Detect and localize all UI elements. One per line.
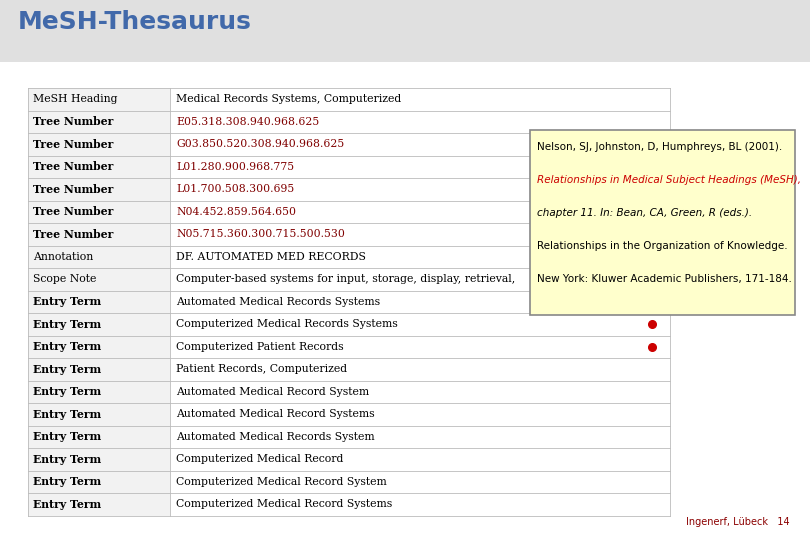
Bar [28, 246, 170, 268]
Text: MeSH-Thesaurus: MeSH-Thesaurus [18, 10, 252, 34]
Text: N05.715.360.300.715.500.530: N05.715.360.300.715.500.530 [176, 230, 345, 239]
Text: Computerized Medical Record System: Computerized Medical Record System [176, 477, 386, 487]
Bar [28, 291, 170, 313]
Text: Entry Term: Entry Term [33, 454, 101, 465]
Text: Patient Records, Computerized: Patient Records, Computerized [176, 364, 347, 374]
Text: Tree Number: Tree Number [33, 184, 113, 195]
Text: Tree Number: Tree Number [33, 229, 113, 240]
Bar [28, 470, 170, 493]
Text: Entry Term: Entry Term [33, 409, 101, 420]
Text: Annotation: Annotation [33, 252, 93, 262]
Bar [28, 493, 170, 516]
Text: G03.850.520.308.940.968.625: G03.850.520.308.940.968.625 [176, 139, 344, 149]
Bar [28, 358, 170, 381]
Text: Ingenerf, Lübeck   14: Ingenerf, Lübeck 14 [686, 517, 790, 527]
Bar [28, 88, 170, 111]
Text: Automated Medical Records System: Automated Medical Records System [176, 432, 374, 442]
FancyBboxPatch shape [530, 130, 795, 315]
Text: Tree Number: Tree Number [33, 116, 113, 127]
Text: Scope Note: Scope Note [33, 274, 96, 284]
Text: L01.700.508.300.695: L01.700.508.300.695 [176, 184, 294, 194]
Text: MeSH Heading: MeSH Heading [33, 94, 117, 104]
Text: chapter 11. In: Bean, CA, Green, R (eds.).: chapter 11. In: Bean, CA, Green, R (eds.… [537, 208, 752, 218]
Bar [28, 403, 170, 426]
Text: Entry Term: Entry Term [33, 499, 101, 510]
Bar [28, 335, 170, 358]
Text: New York: Kluwer Academic Publishers, 171-184.: New York: Kluwer Academic Publishers, 17… [537, 274, 792, 284]
Bar [28, 178, 170, 200]
Text: Entry Term: Entry Term [33, 431, 101, 442]
Text: Computer-based systems for input, storage, display, retrieval,: Computer-based systems for input, storag… [176, 274, 515, 284]
Text: Computerized Medical Record: Computerized Medical Record [176, 454, 343, 464]
Bar [28, 223, 170, 246]
Text: Medical Records Systems, Computerized: Medical Records Systems, Computerized [176, 94, 401, 104]
Text: Tree Number: Tree Number [33, 161, 113, 172]
Text: E05.318.308.940.968.625: E05.318.308.940.968.625 [176, 117, 319, 127]
Text: L01.280.900.968.775: L01.280.900.968.775 [176, 162, 294, 172]
Text: Computerized Medical Records Systems: Computerized Medical Records Systems [176, 319, 398, 329]
Text: Computerized Medical Record Systems: Computerized Medical Record Systems [176, 500, 392, 509]
Text: Computerized Patient Records: Computerized Patient Records [176, 342, 343, 352]
Text: Entry Term: Entry Term [33, 296, 101, 307]
Bar [28, 111, 170, 133]
Text: Automated Medical Record System: Automated Medical Record System [176, 387, 369, 397]
Text: DF. AUTOMATED MED RECORDS: DF. AUTOMATED MED RECORDS [176, 252, 366, 262]
Bar [28, 426, 170, 448]
Text: Automated Medical Records Systems: Automated Medical Records Systems [176, 297, 380, 307]
Text: Entry Term: Entry Term [33, 364, 101, 375]
Text: Entry Term: Entry Term [33, 341, 101, 352]
Bar [28, 156, 170, 178]
Text: N04.452.859.564.650: N04.452.859.564.650 [176, 207, 296, 217]
Bar [28, 200, 170, 223]
Text: Entry Term: Entry Term [33, 319, 101, 330]
Bar [28, 448, 170, 470]
Text: Automated Medical Record Systems: Automated Medical Record Systems [176, 409, 374, 419]
Text: Relationships in the Organization of Knowledge.: Relationships in the Organization of Kno… [537, 241, 787, 251]
Text: Relationships in Medical Subject Headings (MeSH),: Relationships in Medical Subject Heading… [537, 175, 801, 185]
Bar [0, 0, 810, 62]
Text: Tree Number: Tree Number [33, 206, 113, 217]
Text: Nelson, SJ, Johnston, D, Humphreys, BL (2001).: Nelson, SJ, Johnston, D, Humphreys, BL (… [537, 142, 782, 152]
Bar [28, 268, 170, 291]
Bar [28, 381, 170, 403]
Text: Entry Term: Entry Term [33, 386, 101, 397]
Bar [28, 313, 170, 335]
Text: Entry Term: Entry Term [33, 476, 101, 487]
Text: Tree Number: Tree Number [33, 139, 113, 150]
Bar [28, 133, 170, 156]
